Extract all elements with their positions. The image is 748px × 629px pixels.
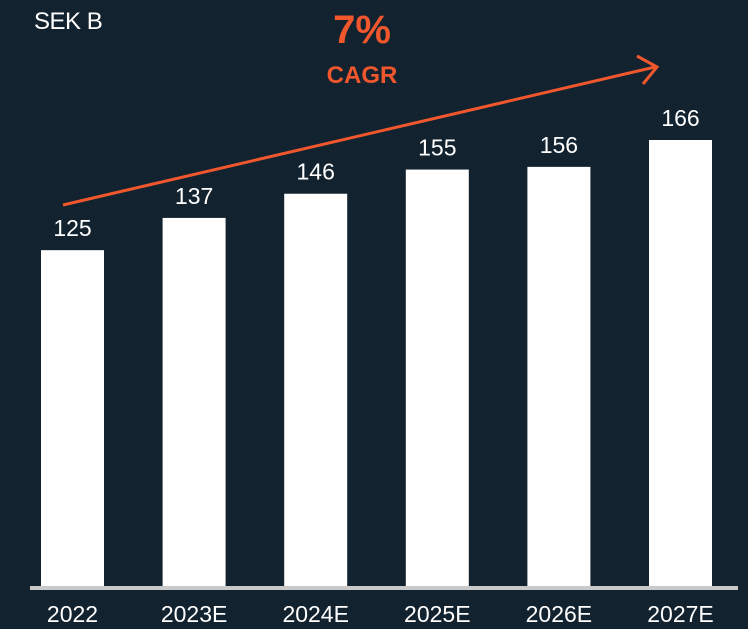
x-tick-label-2025e: 2025E: [404, 601, 471, 627]
value-label-2024e: 146: [297, 159, 335, 185]
bar-2025e: [405, 169, 469, 587]
trend-arrow-line: [62, 65, 656, 207]
value-labels-group: 125 137 146 155 156 166: [53, 105, 699, 241]
value-label-2025e: 155: [418, 135, 456, 161]
bar-2024e: [284, 193, 348, 587]
x-tick-label-2027e: 2027E: [647, 601, 714, 627]
cagr-value: 7%: [333, 8, 391, 52]
value-label-2026e: 156: [540, 132, 578, 158]
value-label-2027e: 166: [661, 105, 699, 131]
bar-2026e: [527, 166, 591, 586]
bar-2027e: [649, 140, 712, 586]
x-axis-labels-group: 2022 2023E 2024E 2025E 2026E 2027E: [47, 601, 714, 627]
bar-2023e: [162, 217, 226, 587]
cagr-label: CAGR: [326, 62, 398, 89]
cagr-trend-arrow: [62, 54, 660, 207]
x-tick-label-2022: 2022: [47, 601, 98, 627]
x-tick-label-2024e: 2024E: [282, 601, 349, 627]
x-tick-label-2026e: 2026E: [526, 601, 593, 627]
unit-label: SEK B: [34, 8, 103, 35]
trend-arrow-head: [636, 54, 660, 85]
value-label-2023e: 137: [175, 183, 213, 209]
bars-group: [41, 140, 712, 587]
bar-2022: [41, 250, 104, 587]
value-label-2022: 125: [53, 215, 91, 241]
x-tick-label-2023e: 2023E: [161, 601, 228, 627]
